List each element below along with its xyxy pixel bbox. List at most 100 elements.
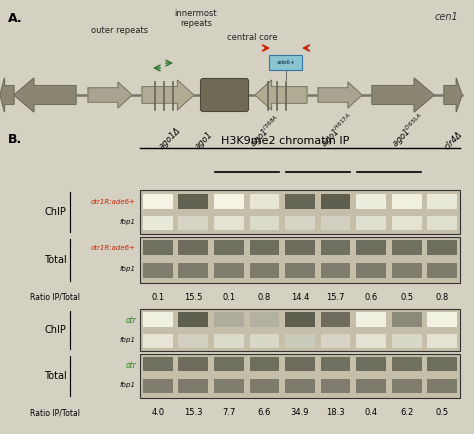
Bar [285,217,315,230]
Bar [214,194,244,209]
Bar [249,312,279,327]
Bar [427,357,457,371]
Bar [178,240,208,255]
Bar [427,312,457,327]
Bar [214,312,244,327]
Bar [249,217,279,230]
FancyBboxPatch shape [201,79,248,112]
Text: 0.6: 0.6 [365,293,378,302]
Polygon shape [0,78,14,112]
Polygon shape [142,80,194,110]
Bar [356,334,386,348]
Bar [285,312,315,327]
Text: ade6+: ade6+ [277,59,295,65]
Bar [143,312,173,327]
Bar [320,217,350,230]
Text: innermost
repeats: innermost repeats [175,9,217,28]
Bar [356,240,386,255]
Text: 15.7: 15.7 [326,293,345,302]
Text: fbp1: fbp1 [120,266,136,272]
Text: Total: Total [44,371,66,381]
Text: 7.7: 7.7 [222,408,236,417]
Bar [143,263,173,278]
Text: fbp1: fbp1 [120,219,136,225]
Bar [392,194,421,209]
Bar [356,357,386,371]
Bar [285,263,315,278]
Bar [140,237,460,283]
Bar [427,194,457,209]
Text: ChIP: ChIP [44,207,66,217]
Text: 6.2: 6.2 [400,408,413,417]
Text: 18.3: 18.3 [326,408,345,417]
Text: A.: A. [8,12,23,25]
Bar [427,217,457,230]
Bar [356,194,386,209]
Text: H3K9me2 chromatin IP: H3K9me2 chromatin IP [221,136,349,146]
Text: 0.5: 0.5 [400,293,413,302]
Bar [178,379,208,393]
Text: otr1R:ade6+: otr1R:ade6+ [91,246,136,251]
Polygon shape [444,78,462,112]
Bar [249,194,279,209]
Bar [356,312,386,327]
Text: Ratio IP/Total: Ratio IP/Total [30,408,80,417]
Bar [214,334,244,348]
Bar [320,357,350,371]
Bar [178,312,208,327]
Text: 4.0: 4.0 [151,408,164,417]
Bar [143,379,173,393]
Text: ago1: ago1 [193,130,215,151]
Bar [178,194,208,209]
Bar [214,357,244,371]
Polygon shape [88,82,132,108]
Bar [285,334,315,348]
Bar [214,263,244,278]
Polygon shape [318,82,362,108]
Text: clr4Δ: clr4Δ [442,129,464,151]
Text: 34.9: 34.9 [291,408,309,417]
Text: B.: B. [8,133,22,146]
Bar [143,334,173,348]
FancyBboxPatch shape [270,55,302,69]
Bar [427,263,457,278]
Bar [178,334,208,348]
Bar [214,217,244,230]
Text: 0.5: 0.5 [436,408,449,417]
Text: 0.8: 0.8 [258,293,271,302]
Bar [320,334,350,348]
Bar [143,194,173,209]
Text: 0.1: 0.1 [151,293,164,302]
Bar [249,334,279,348]
Bar [427,240,457,255]
Bar [320,379,350,393]
Bar [214,379,244,393]
Text: fbp1: fbp1 [120,382,136,388]
Bar [285,379,315,393]
Text: Total: Total [44,255,66,265]
Text: otr: otr [125,316,136,325]
Text: 0.8: 0.8 [436,293,449,302]
Bar [320,263,350,278]
Text: 6.6: 6.6 [258,408,271,417]
Text: ago1$^{H617A}$: ago1$^{H617A}$ [318,111,358,151]
Bar [143,357,173,371]
Text: Ratio IP/Total: Ratio IP/Total [30,293,80,302]
Text: cen1: cen1 [435,12,459,22]
Polygon shape [14,78,76,112]
Bar [356,217,386,230]
Text: central core: central core [227,33,277,42]
Text: otr1R:ade6+: otr1R:ade6+ [91,199,136,205]
Text: otr: otr [125,361,136,369]
Bar [140,309,460,351]
Bar [143,240,173,255]
Bar [356,379,386,393]
Bar [392,357,421,371]
Text: fbp1: fbp1 [120,337,136,343]
Bar [140,354,460,398]
Text: 0.4: 0.4 [365,408,378,417]
Bar [249,379,279,393]
Bar [320,240,350,255]
Bar [392,312,421,327]
Bar [392,334,421,348]
